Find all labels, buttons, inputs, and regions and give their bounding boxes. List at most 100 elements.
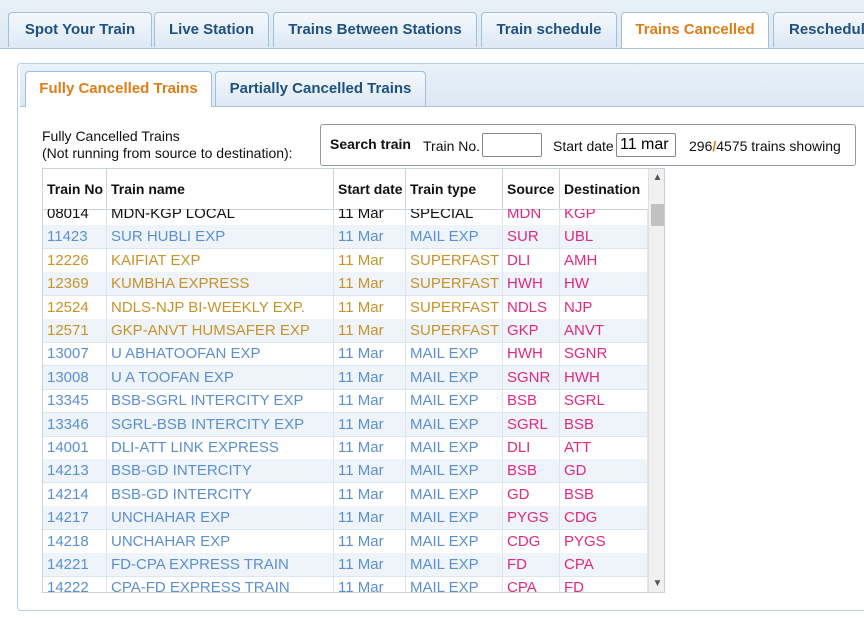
scroll-thumb[interactable] — [651, 204, 664, 226]
col-train-no[interactable]: Train No — [43, 169, 107, 209]
train-type-cell: MAIL EXP — [406, 529, 503, 553]
table-row[interactable]: 14214 BSB-GD INTERCITY 11 Mar MAIL EXP GD BSB — [43, 482, 648, 507]
train-type-cell: MAIL EXP — [406, 553, 503, 576]
col-source[interactable]: Source — [503, 169, 560, 209]
col-train-type[interactable]: Train type — [406, 169, 503, 209]
train-no-input[interactable] — [482, 133, 542, 157]
start-date-cell: 11 Mar — [334, 272, 406, 296]
train-no-cell: 14218 — [43, 529, 107, 553]
start-date-cell: 11 Mar — [334, 225, 406, 249]
source-cell: GD — [503, 482, 560, 506]
table-row[interactable]: 14222 CPA-FD EXPRESS TRAIN 11 Mar MAIL EXP C… — [43, 576, 648, 592]
destination-cell: BSB — [560, 412, 648, 436]
table-row[interactable]: 14218 UNCHAHAR EXP 11 Mar MAIL EXP CDG PYGS — [43, 529, 648, 554]
table-row[interactable]: 13345 BSB-SGRL INTERCITY EXP 11 Mar MAIL EX… — [43, 389, 648, 414]
search-heading: Search train — [330, 136, 411, 152]
tab-rescheduled[interactable]: Rescheduled — [773, 12, 864, 47]
destination-cell: HWH — [560, 365, 648, 389]
destination-cell: CPA — [560, 553, 648, 576]
train-name-cell: KAIFIAT EXP — [107, 248, 334, 272]
train-no-cell: 08014 — [43, 209, 107, 225]
cancelled-trains-table: Train No Train name Start date Train typ… — [42, 168, 665, 593]
destination-cell: GD — [560, 459, 648, 483]
start-date-cell: 11 Mar — [334, 506, 406, 530]
count-separator: / — [712, 138, 717, 154]
train-type-cell: SPECIAL — [406, 209, 503, 225]
table-row[interactable]: 14001 DLI-ATT LINK EXPRESS 11 Mar MAIL EXP D… — [43, 436, 648, 460]
start-date-cell: 11 Mar — [334, 319, 406, 342]
train-no-cell: 13346 — [43, 412, 107, 436]
table-row[interactable]: 13346 SGRL-BSB INTERCITY EXP 11 Mar MAIL EX… — [43, 412, 648, 437]
source-cell: MDN — [503, 209, 560, 225]
train-type-cell: MAIL EXP — [406, 389, 503, 413]
table-row[interactable]: 08014 MDN-KGP LOCAL 11 Mar SPECIAL MDN KGP — [43, 209, 648, 226]
train-name-cell: CPA-FD EXPRESS TRAIN — [107, 576, 334, 592]
start-date-cell: 11 Mar — [334, 389, 406, 413]
destination-cell: FD — [560, 576, 648, 592]
col-train-name[interactable]: Train name — [107, 169, 334, 209]
tab-partially-cancelled[interactable]: Partially Cancelled Trains — [215, 71, 426, 106]
destination-cell: PYGS — [560, 529, 648, 553]
source-cell: CDG — [503, 529, 560, 553]
start-date-cell: 11 Mar — [334, 529, 406, 553]
table-row[interactable]: 12524 NDLS-NJP BI-WEEKLY EXP. 11 Mar SUPERF… — [43, 295, 648, 320]
table-row[interactable]: 11423 SUR HUBLI EXP 11 Mar MAIL EXP SUR UBL — [43, 225, 648, 250]
train-name-cell: SUR HUBLI EXP — [107, 225, 334, 249]
train-type-cell: SUPERFAST — [406, 272, 503, 296]
tab-trains-between-stations[interactable]: Trains Between Stations — [273, 12, 477, 47]
destination-cell: CDG — [560, 506, 648, 530]
table-row[interactable]: 13007 U ABHATOOFAN EXP 11 Mar MAIL EXP HWH SG… — [43, 342, 648, 367]
tab-trains-cancelled[interactable]: Trains Cancelled — [621, 12, 769, 48]
table-scrollbar[interactable]: ▲ ▼ — [648, 169, 664, 592]
start-date-cell: 11 Mar — [334, 459, 406, 483]
start-date-input[interactable] — [616, 133, 676, 157]
destination-cell: SGNR — [560, 342, 648, 366]
table-row[interactable]: 12369 KUMBHA EXPRESS 11 Mar SUPERFAST HWH HW — [43, 272, 648, 297]
table-row[interactable]: 12571 GKP-ANVT HUMSAFER EXP 11 Mar SUPERFAS… — [43, 319, 648, 343]
top-tab-bar: Spot Your Train Live Station Trains Betw… — [0, 0, 864, 49]
destination-cell: SGRL — [560, 389, 648, 413]
tab-spot-your-train[interactable]: Spot Your Train — [8, 12, 152, 47]
train-name-cell: MDN-KGP LOCAL — [107, 209, 334, 225]
col-start-date[interactable]: Start date — [334, 169, 406, 209]
tab-live-station[interactable]: Live Station — [154, 12, 269, 47]
train-name-cell: UNCHAHAR EXP — [107, 529, 334, 553]
start-date-cell: 11 Mar — [334, 553, 406, 576]
table-row[interactable]: 12226 KAIFIAT EXP 11 Mar SUPERFAST DLI AMH — [43, 248, 648, 273]
description-subtitle: (Not running from source to destination)… — [42, 145, 293, 161]
train-type-cell: MAIL EXP — [406, 342, 503, 366]
table-header: Train No Train name Start date Train typ… — [43, 169, 648, 210]
source-cell: PYGS — [503, 506, 560, 530]
train-no-cell: 13007 — [43, 342, 107, 366]
description-title: Fully Cancelled Trains — [42, 128, 180, 144]
start-date-label: Start date — [553, 138, 614, 154]
source-cell: HWH — [503, 342, 560, 366]
train-name-cell: NDLS-NJP BI-WEEKLY EXP. — [107, 295, 334, 319]
scroll-down-icon[interactable]: ▼ — [652, 578, 663, 589]
count-shown: 296 — [689, 138, 713, 154]
train-name-cell: BSB-SGRL INTERCITY EXP — [107, 389, 334, 413]
table-row[interactable]: 14213 BSB-GD INTERCITY 11 Mar MAIL EXP BSB GD — [43, 459, 648, 484]
train-no-cell: 11423 — [43, 225, 107, 249]
scroll-up-icon[interactable]: ▲ — [652, 172, 663, 183]
start-date-cell: 11 Mar — [334, 295, 406, 319]
train-type-cell: MAIL EXP — [406, 482, 503, 506]
train-no-cell: 12369 — [43, 272, 107, 296]
train-no-cell: 14217 — [43, 506, 107, 530]
tab-train-schedule[interactable]: Train schedule — [481, 12, 617, 47]
start-date-cell: 11 Mar — [334, 576, 406, 592]
table-row[interactable]: 13008 U A TOOFAN EXP 11 Mar MAIL EXP SGNR HWH — [43, 365, 648, 390]
section-description: Fully Cancelled Trains (Not running from… — [42, 128, 293, 162]
source-cell: CPA — [503, 576, 560, 592]
table-row[interactable]: 14217 UNCHAHAR EXP 11 Mar MAIL EXP PYGS CDG — [43, 506, 648, 531]
train-no-cell: 14001 — [43, 436, 107, 459]
train-no-cell: 13345 — [43, 389, 107, 413]
train-no-cell: 12226 — [43, 248, 107, 272]
tab-fully-cancelled[interactable]: Fully Cancelled Trains — [25, 71, 212, 107]
table-row[interactable]: 14221 FD-CPA EXPRESS TRAIN 11 Mar MAIL EXP F… — [43, 553, 648, 577]
col-destination[interactable]: Destination — [564, 181, 641, 197]
train-no-cell: 14213 — [43, 459, 107, 483]
source-cell: BSB — [503, 459, 560, 483]
train-type-cell: MAIL EXP — [406, 365, 503, 389]
source-cell: SGRL — [503, 412, 560, 436]
